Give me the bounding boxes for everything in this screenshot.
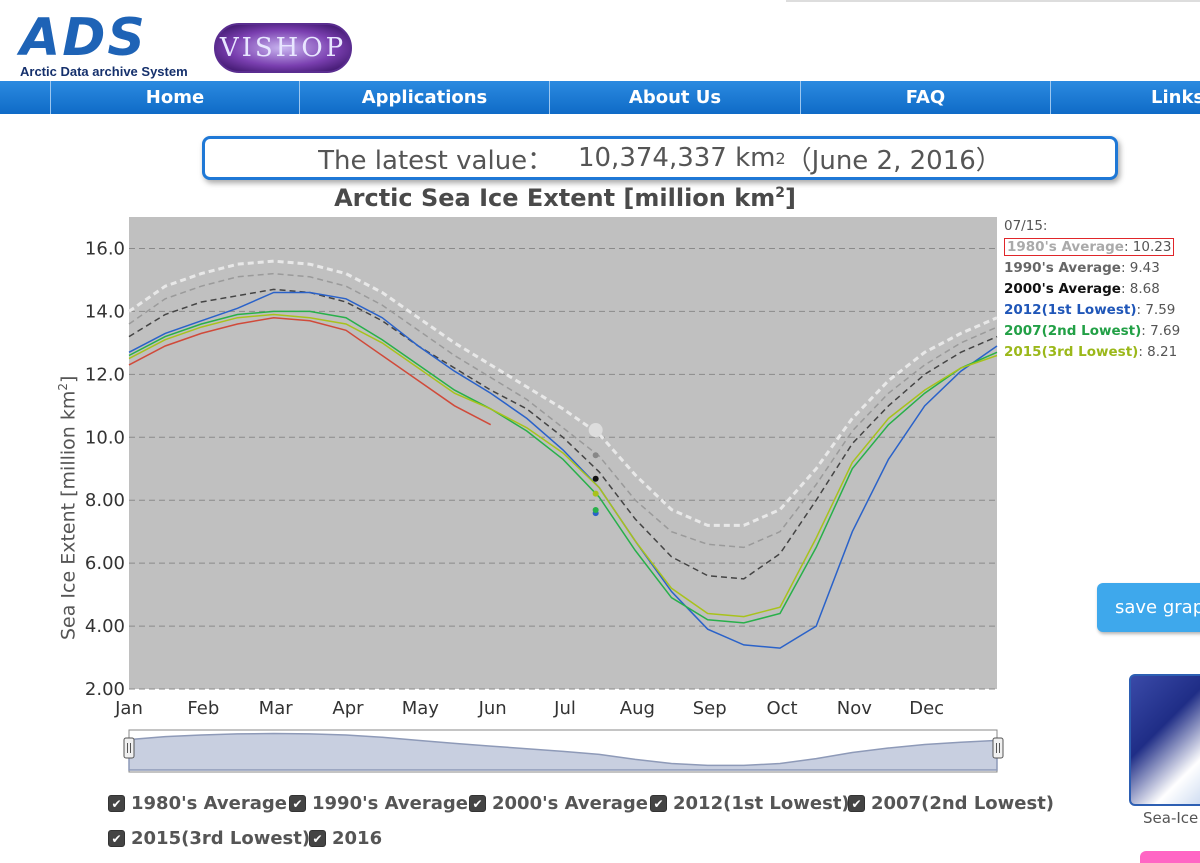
x-tick-label: Aug: [620, 698, 655, 719]
nav-item-applications[interactable]: Applications: [299, 81, 549, 114]
legend-toggle-1980s[interactable]: ✔ 1980's Average: [108, 793, 287, 814]
legend-toggle-2016[interactable]: ✔ 2016: [309, 828, 382, 849]
tooltip-row-value: : 9.43: [1120, 260, 1160, 276]
y-tick-label: 2.00: [85, 679, 125, 700]
y-tick-label: 10.0: [85, 427, 125, 448]
range-navigator[interactable]: [123, 729, 1004, 773]
series-line-2016[interactable]: [128, 316, 492, 426]
save-graph-button[interactable]: save grap: [1097, 583, 1200, 632]
latest-prefix: The latest value：: [318, 145, 554, 176]
tooltip-row-name: 2012(1st Lowest): [1004, 302, 1137, 318]
x-tick-label: Mar: [259, 698, 294, 719]
y-tick-label: 8.00: [85, 490, 125, 511]
series-line-2000-s-average[interactable]: [128, 288, 998, 580]
tooltip-row-name: 1990's Average: [1004, 260, 1121, 276]
y-tick-label: 14.0: [85, 301, 125, 322]
tooltip-date: 07/15:: [1004, 218, 1048, 234]
nav-item-links[interactable]: Links: [1050, 81, 1200, 114]
y-tick-label: 4.00: [85, 616, 125, 637]
tooltip-row-name: 1980's Average: [1007, 239, 1124, 255]
legend-toggle-2012[interactable]: ✔ 2012(1st Lowest): [650, 793, 850, 814]
tooltip-row-name: 2000's Average: [1004, 281, 1121, 297]
latest-value: 10,374,337 km: [577, 143, 776, 173]
x-tick-label: May: [402, 698, 440, 719]
x-tick-label: Nov: [837, 698, 872, 719]
chart-title: Arctic Sea Ice Extent [million km2]: [334, 184, 796, 212]
x-tick-label: Jan: [114, 698, 143, 719]
legend-toggle-2015[interactable]: ✔ 2015(3rd Lowest): [108, 828, 310, 849]
ads-logo[interactable]: ADS: [20, 8, 147, 68]
series-line-1980-s-average[interactable]: [128, 259, 998, 527]
checkbox-icon[interactable]: ✔: [848, 795, 865, 812]
sea-ice-map-thumbnail[interactable]: [1129, 674, 1200, 806]
tooltip-row-name: 2007(2nd Lowest): [1004, 323, 1142, 339]
series-line-2015-3rd-lowest-[interactable]: [128, 313, 998, 618]
tooltip-row-value: : 7.59: [1136, 302, 1176, 318]
checkbox-icon[interactable]: ✔: [650, 795, 667, 812]
y-tick-label: 12.0: [85, 364, 125, 385]
y-axis-label: Sea Ice Extent [million km2]: [56, 375, 80, 640]
x-tick-label: Feb: [187, 698, 219, 719]
nav-item-faq[interactable]: FAQ: [800, 81, 1050, 114]
nav-item-about-us[interactable]: About Us: [549, 81, 800, 114]
sea-ice-map-caption[interactable]: Sea-Ice: [1143, 809, 1199, 827]
hover-marker: [592, 452, 599, 459]
ads-logo-subtitle: Arctic Data archive System: [20, 64, 188, 79]
x-tick-label: Jul: [553, 698, 576, 719]
tooltip-row-value: : 7.69: [1141, 323, 1181, 339]
checkbox-icon[interactable]: ✔: [289, 795, 306, 812]
tooltip-row-value: : 8.21: [1138, 344, 1178, 360]
latest-exponent: 2: [775, 148, 786, 168]
series-line-2007-2nd-lowest-[interactable]: [128, 310, 998, 624]
top-rule: [786, 0, 1200, 2]
hover-marker: [592, 490, 599, 497]
legend-toggle-2007[interactable]: ✔ 2007(2nd Lowest): [848, 793, 1054, 814]
tooltip-row-value: : 8.68: [1120, 281, 1160, 297]
x-tick-label: Oct: [766, 698, 797, 719]
nav-item-blank: [0, 81, 50, 114]
y-tick-label: 6.00: [85, 553, 125, 574]
navigator-handle-right[interactable]: [992, 737, 1004, 759]
x-tick-label: Jun: [478, 698, 507, 719]
main-nav: Home Applications About Us FAQ Links: [0, 81, 1200, 114]
pink-tab[interactable]: [1140, 851, 1200, 863]
navigator-handle-left[interactable]: [123, 737, 135, 759]
checkbox-icon[interactable]: ✔: [108, 830, 125, 847]
hover-marker: [592, 475, 599, 482]
checkbox-icon[interactable]: ✔: [309, 830, 326, 847]
y-tick-label: 16.0: [85, 238, 125, 259]
chart-tooltip: 07/15: 1980's Average: 10.23 1990's Aver…: [1004, 216, 1180, 363]
legend-toggle-1990s[interactable]: ✔ 1990's Average: [289, 793, 468, 814]
tooltip-row-name: 2015(3rd Lowest): [1004, 344, 1139, 360]
x-tick-label: Apr: [332, 698, 364, 719]
latest-value-box: The latest value： 10,374,337 km 2 （June 2,…: [202, 136, 1118, 180]
hover-marker: [588, 423, 603, 438]
checkbox-icon[interactable]: ✔: [108, 795, 125, 812]
hover-marker: [592, 506, 599, 513]
vishop-logo[interactable]: VISHOP: [214, 23, 352, 73]
x-tick-label: Sep: [693, 698, 727, 719]
checkbox-icon[interactable]: ✔: [469, 795, 486, 812]
latest-date: （June 2, 2016）: [785, 145, 1002, 176]
nav-item-home[interactable]: Home: [50, 81, 299, 114]
x-tick-label: Dec: [909, 698, 944, 719]
legend-toggle-2000s[interactable]: ✔ 2000's Average: [469, 793, 648, 814]
sea-ice-chart: 2.00 4.00 6.00 8.00 10.0 12.0 14.0 16.0 Jan Feb M…: [85, 217, 1004, 773]
tooltip-row-value: : 10.23: [1123, 239, 1172, 255]
series-line-2012-1st-lowest-[interactable]: [128, 291, 998, 649]
